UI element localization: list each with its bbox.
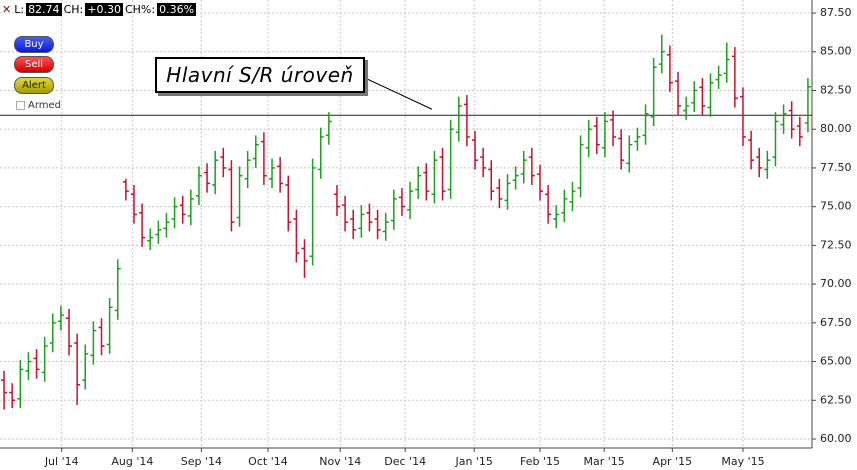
y-tick-label: 77.50 bbox=[820, 161, 852, 174]
x-tick-label: Feb '15 bbox=[520, 455, 560, 468]
annotation-box: Hlavní S/R úroveň bbox=[155, 57, 365, 93]
y-tick-label: 65.00 bbox=[820, 355, 852, 368]
y-tick-label: 87.50 bbox=[820, 6, 852, 19]
close-icon[interactable]: ✕ bbox=[2, 3, 12, 16]
x-tick-label: May '15 bbox=[721, 455, 764, 468]
y-tick-label: 85.00 bbox=[820, 45, 852, 58]
change-pct-label: CH%: bbox=[124, 3, 156, 16]
x-tick-label: Sep '14 bbox=[181, 455, 222, 468]
alert-button[interactable]: Alert bbox=[14, 77, 54, 94]
y-tick-label: 67.50 bbox=[820, 316, 852, 329]
y-tick-label: 75.00 bbox=[820, 200, 852, 213]
sell-button[interactable]: Sell bbox=[14, 56, 54, 73]
x-tick-label: Oct '14 bbox=[248, 455, 288, 468]
y-tick-label: 80.00 bbox=[820, 122, 852, 135]
change-value: +0.30 bbox=[85, 3, 123, 16]
x-tick-label: Nov '14 bbox=[319, 455, 361, 468]
last-label: L: bbox=[14, 3, 25, 16]
last-value: 82.74 bbox=[26, 3, 62, 16]
x-tick-label: Apr '15 bbox=[653, 455, 693, 468]
buy-button[interactable]: Buy bbox=[14, 36, 54, 53]
y-tick-label: 70.00 bbox=[820, 277, 852, 290]
y-tick-label: 72.50 bbox=[820, 238, 852, 251]
y-tick-label: 60.00 bbox=[820, 432, 852, 445]
y-tick-label: 82.50 bbox=[820, 83, 852, 96]
armed-toggle[interactable]: Armed bbox=[16, 100, 61, 111]
x-tick-label: Dec '14 bbox=[384, 455, 426, 468]
axis-bg bbox=[812, 0, 857, 470]
x-tick-label: Jul '14 bbox=[44, 455, 79, 468]
change-pct-value: 0.36% bbox=[157, 3, 197, 16]
armed-label: Armed bbox=[28, 100, 62, 111]
quote-header: ✕ L: 82.74 CH: +0.30 CH%: 0.36% bbox=[2, 3, 197, 16]
y-tick-label: 62.50 bbox=[820, 393, 852, 406]
x-tick-label: Mar '15 bbox=[583, 455, 624, 468]
checkbox[interactable] bbox=[16, 101, 25, 110]
x-tick-label: Jan '15 bbox=[454, 455, 492, 468]
annotation-pointer bbox=[364, 77, 433, 110]
x-tick-label: Aug '14 bbox=[111, 455, 153, 468]
change-label: CH: bbox=[63, 3, 84, 16]
